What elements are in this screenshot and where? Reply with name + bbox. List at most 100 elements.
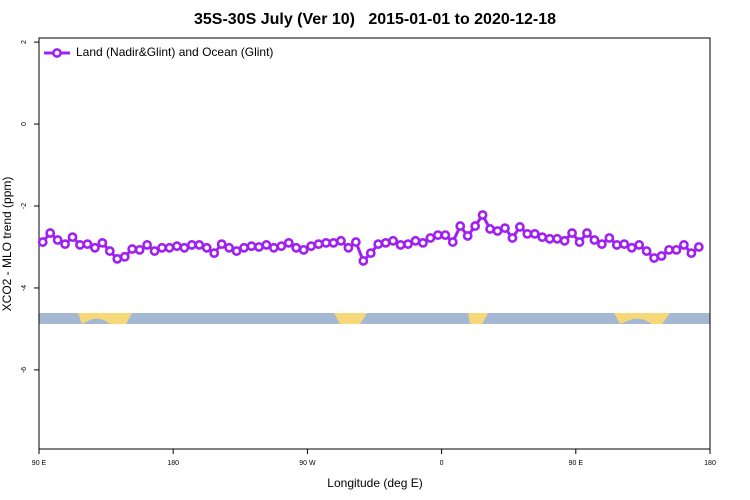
data-point [418,237,428,248]
data-point [485,224,495,234]
data-point [410,235,421,246]
data-point [440,230,451,240]
data-point [157,242,167,253]
data-point [298,244,309,255]
data-point [201,242,212,253]
data-point [186,240,197,250]
data-point [470,221,481,231]
data-point [425,233,436,243]
y-tick-label: -4 [21,285,28,291]
data-point [529,228,540,239]
y-tick-label: -2 [21,203,28,209]
data-point [97,237,108,248]
data-point [328,237,339,248]
data-point [60,239,70,250]
data-point [582,228,592,238]
data-point [313,239,324,250]
data-point [641,246,652,256]
data-point [321,237,331,248]
x-axis-label: Longitude (deg E) [327,476,422,490]
data-point [567,228,577,238]
x-tick-label: 0 [440,460,444,467]
data-point [149,246,160,256]
data-point [477,210,488,220]
data-point [626,242,637,253]
data-point [403,239,413,250]
data-point [365,248,376,259]
data-point [283,237,294,248]
data-point [104,246,115,256]
data-point [90,242,100,253]
data-point [649,253,659,263]
data-point [552,233,563,244]
data-point [45,228,56,238]
data-point [455,221,466,231]
data-point [246,241,257,252]
data-point [611,240,622,250]
data-point [373,239,384,250]
data-point [231,246,242,256]
data-point [350,237,361,247]
data-point [358,256,369,266]
data-point [224,242,235,253]
data-point [522,228,533,239]
data-point [395,240,406,250]
data-point [127,244,138,254]
data-point [75,240,85,250]
data-point [239,242,249,253]
land-ocean-strip [39,313,710,324]
data-point [432,230,443,240]
y-tick-label: 2 [21,40,28,44]
data-point [679,240,689,250]
x-tick-label: 180 [167,460,179,467]
data-point [209,248,220,259]
data-point [604,233,615,243]
data-point [179,242,190,253]
data-point [216,239,227,250]
chart-title: 35S-30S July (Ver 10) 2015-01-01 to 2020… [194,11,556,28]
data-point [596,239,607,250]
y-tick-label: 0 [21,122,28,126]
data-point [142,240,153,250]
data-point [462,231,473,241]
x-tick-label: 90 W [299,460,316,467]
data-point [194,240,205,250]
x-tick-label: 90 E [569,460,584,467]
data-point [388,235,399,246]
data-point [67,232,78,243]
data-point [343,242,354,253]
data-point [559,235,570,246]
data-point [507,233,518,243]
data-point [306,241,317,252]
data-point [447,237,458,247]
data-point [500,223,510,234]
data-point [537,232,548,243]
data-point [268,242,279,253]
data-point [619,239,630,250]
data-point [574,237,585,247]
data-point [276,241,287,252]
data-point [134,244,145,255]
data-point [164,242,175,253]
data-point [664,244,674,255]
data-point [172,241,182,252]
data-point [492,226,503,236]
y-axis-label: XCO2 - MLO trend (ppm) [0,177,14,312]
data-point [254,242,264,252]
data-point [380,237,391,248]
data-point [336,235,346,246]
data-point [119,251,130,262]
data-point [82,239,93,250]
x-tick-label: 90 E [32,460,47,467]
data-point [589,235,600,245]
data-point [686,248,697,259]
data-point [261,240,272,250]
data-point [112,253,123,264]
legend-label: Land (Nadir&Glint) and Ocean (Glint) [76,45,273,59]
data-point [52,235,63,245]
y-tick-label: -6 [21,367,28,373]
x-tick-label: 180 [704,460,716,467]
data-point [634,240,645,250]
data-point [544,233,555,244]
